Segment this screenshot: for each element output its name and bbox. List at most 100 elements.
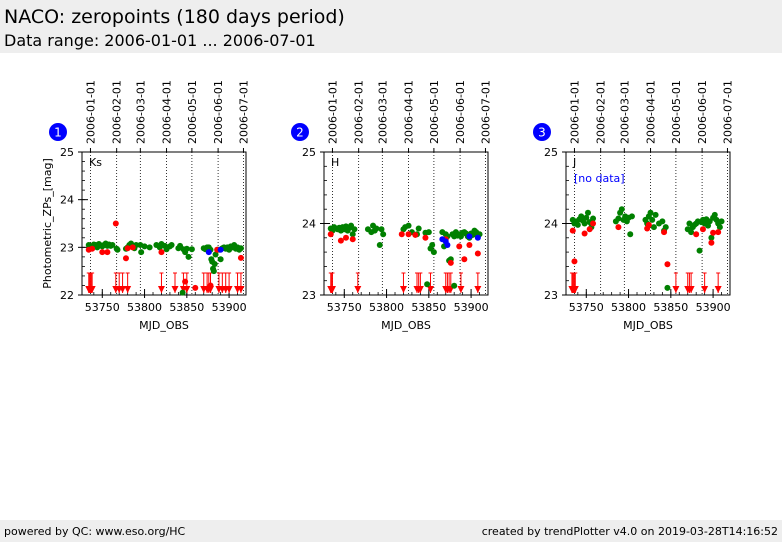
date-tick-label: 2006-07-01 [237,80,250,144]
data-point-outlier [237,254,244,261]
data-point-outlier [571,258,578,265]
header-bar: NACO: zeropoints (180 days period) Data … [0,0,782,53]
data-point-outlier [124,245,131,252]
date-tick-label: 2006-05-01 [670,80,683,144]
limit-arrow-head [457,286,465,293]
date-tick-label: 2006-02-01 [595,80,608,144]
data-point-outlier [422,234,429,241]
footer-created-by: created by trendPlotter v4.0 on 2019-03-… [481,525,778,538]
data-point-flagged [217,246,224,253]
data-point-good [185,253,192,260]
panel-badge [49,123,67,141]
limit-arrow-head [225,286,233,293]
data-point-good [650,224,657,231]
chart-panel-1: 2006-01-01 2006-02-01 2006-03-01 2006-04-01… [41,80,250,332]
y-axis-label: Photometric_ZPs_[mag] [41,158,54,289]
data-point-outlier [158,249,165,256]
x-axis-label: MJD_OBS [381,319,431,332]
date-tick-label: 2006-07-01 [479,80,492,144]
limit-arrow-head [171,286,179,293]
data-point-good [659,218,666,225]
band-label: J [572,156,576,169]
y-tick-label: 22 [60,289,74,302]
date-tick-label: 2006-05-01 [186,80,199,144]
data-point-outlier [474,250,481,257]
data-point-good [574,221,581,228]
data-point-good [141,243,148,250]
data-point-good [696,247,703,254]
y-tick-label: 25 [302,146,316,159]
date-tick-label: 2006-01-01 [326,80,339,144]
data-point-good [615,215,622,222]
data-point-outlier [645,221,652,228]
data-point-good [647,209,654,216]
x-tick-label: 53850 [169,301,204,314]
data-point-good [451,282,458,289]
data-point-outlier [581,230,588,237]
data-point-outlier [99,249,106,256]
data-point-good [664,284,671,291]
panel-badge-number: 1 [54,126,62,140]
limit-arrow-head [157,286,165,293]
data-point-good [188,246,195,253]
date-tick-label: 2006-04-01 [645,80,658,144]
date-tick-label: 2006-06-01 [212,80,225,144]
x-tick-label: 53750 [327,301,362,314]
band-label: H [331,156,339,169]
date-tick-label: 2006-03-01 [134,80,147,144]
data-point-good [688,229,695,236]
data-point-good [373,225,380,232]
x-tick-label: 53750 [569,301,604,314]
limit-arrow-head [237,286,245,293]
date-tick-label: 2006-07-01 [721,80,734,144]
data-point-outlier [122,255,129,262]
data-point-good [584,209,591,216]
data-point-outlier [207,282,214,289]
data-point-outlier [456,243,463,250]
data-point-outlier [710,229,717,236]
data-point-outlier [708,239,715,246]
x-tick-label: 53900 [212,301,247,314]
data-point-outlier [447,259,454,266]
limit-arrow-head [672,286,680,293]
data-point-outlier [342,234,349,241]
date-tick-label: 2006-06-01 [454,80,467,144]
limit-arrow-head [416,286,424,293]
data-point-outlier [586,226,593,233]
panel-badge-number: 2 [296,126,304,140]
data-point-good [109,241,116,248]
data-point-good [430,249,437,256]
data-point-outlier [615,224,622,231]
data-range-subtitle: Data range: 2006-01-01 ... 2006-07-01 [4,31,316,50]
data-point-good [168,241,175,248]
data-point-good [378,226,385,233]
data-point-outlier [466,241,473,248]
data-point-good [429,241,436,248]
limit-arrow-head [399,286,407,293]
x-tick-label: 53900 [454,301,489,314]
limit-arrow-head [124,286,132,293]
limit-arrow-head [701,286,709,293]
data-point-good [212,251,219,258]
chart-panel-2: 2006-01-01 2006-02-01 2006-03-01 2006-04-01… [291,80,492,332]
data-point-flagged [466,233,473,240]
data-point-good [708,234,715,241]
data-point-outlier [182,278,189,285]
limit-arrow-head [474,286,482,293]
data-point-good [716,224,723,231]
y-tick-label: 24 [60,194,74,207]
x-tick-label: 53800 [369,301,404,314]
date-tick-label: 2006-05-01 [428,80,441,144]
date-tick-label: 2006-04-01 [403,80,416,144]
data-point-outlier [89,245,96,252]
data-point-good [217,256,224,263]
data-point-good [424,281,431,288]
y-tick-label: 24 [302,218,316,231]
data-point-good [183,245,190,252]
data-point-outlier [104,249,111,256]
footer-powered-by: powered by QC: www.eso.org/HC [4,525,186,538]
panel-badge-number: 3 [538,126,546,140]
x-axis-label: MJD_OBS [623,319,673,332]
data-point-good [376,241,383,248]
